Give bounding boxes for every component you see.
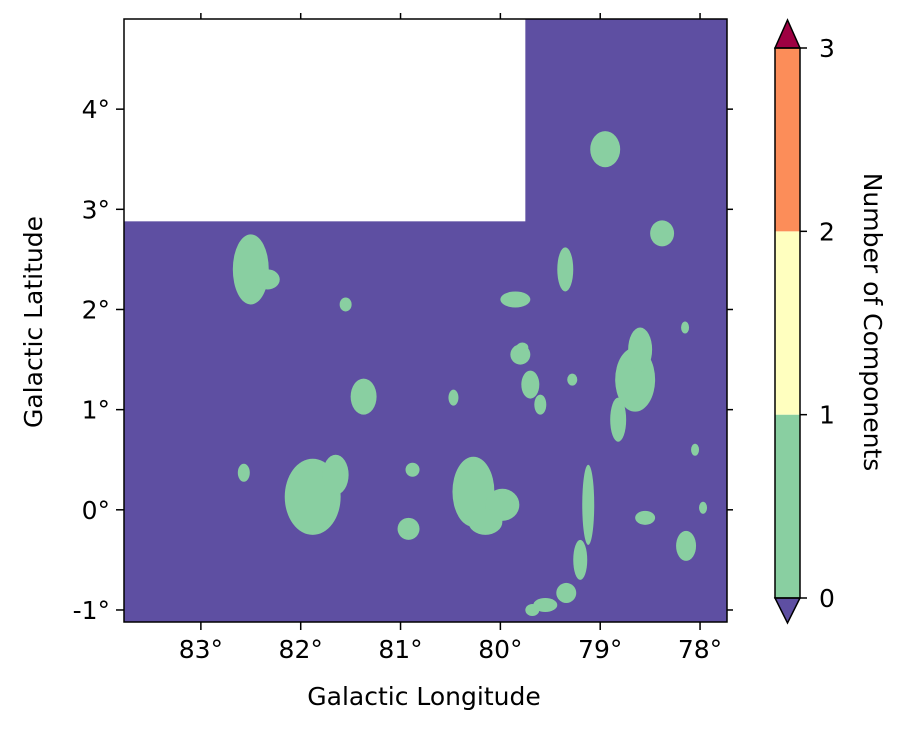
component-region: [534, 394, 547, 415]
x-tick-label: 81°: [378, 635, 422, 664]
no-data-region: [124, 19, 526, 222]
component-region: [521, 370, 540, 399]
component-region: [676, 530, 697, 561]
colorbar-tick-label: 3: [819, 34, 835, 63]
x-tick-label: 78°: [678, 635, 722, 664]
colorbar-bin: [775, 48, 800, 232]
component-region: [582, 464, 595, 545]
component-region: [339, 297, 352, 312]
component-region: [635, 510, 656, 525]
component-region: [397, 517, 420, 540]
component-region: [500, 291, 531, 308]
colorbar-label: Number of Components: [858, 173, 887, 472]
component-region: [691, 443, 700, 456]
colorbar-tick-label: 0: [819, 584, 835, 613]
colorbar-frame: [774, 47, 801, 599]
component-region: [516, 342, 529, 353]
plot-frame: [123, 18, 728, 623]
component-region: [557, 247, 574, 292]
component-region: [255, 269, 280, 290]
y-tick-label: 4°: [82, 95, 110, 124]
component-region: [350, 378, 377, 415]
colorbar-over-arrow: [773, 18, 802, 49]
axes: 83° 82° 81° 80° 79° 78° -1° 0° 1° 2° 3° 4°: [73, 13, 733, 664]
colorbar-under-arrow: [773, 597, 802, 625]
colorbar-bin: [775, 231, 800, 415]
component-region: [628, 327, 653, 372]
component-region: [681, 321, 690, 334]
plot-area: [124, 19, 727, 622]
component-region: [322, 454, 349, 495]
component-region: [650, 220, 675, 247]
component-region: [468, 508, 503, 535]
component-region: [699, 501, 708, 514]
x-tick-label: 79°: [578, 635, 622, 664]
y-tick-label: 1°: [82, 396, 110, 425]
component-region: [525, 603, 540, 616]
y-tick-label: 0°: [82, 496, 110, 525]
y-tick-label: 3°: [82, 195, 110, 224]
colorbar-bin: [775, 414, 800, 598]
colorbar-tick-label: 2: [819, 217, 835, 246]
component-region: [590, 131, 621, 168]
colorbar: 0 1 2 3: [773, 18, 835, 625]
x-tick-label: 82°: [279, 635, 323, 664]
x-tick-label: 83°: [179, 635, 223, 664]
component-region: [567, 373, 578, 386]
component-region: [237, 463, 250, 482]
component-region: [610, 397, 627, 442]
y-axis-label: Galactic Latitude: [19, 216, 48, 428]
x-tick-label: 80°: [478, 635, 522, 664]
component-region: [232, 234, 269, 305]
x-axis-label: Galactic Longitude: [307, 682, 540, 711]
component-region: [556, 582, 577, 603]
component-region: [533, 597, 558, 612]
y-tick-label: -1°: [73, 596, 110, 625]
colorbar-tick-label: 1: [819, 401, 835, 430]
y-tick-label: 2°: [82, 295, 110, 324]
component-region: [448, 389, 459, 406]
component-region: [405, 462, 420, 477]
component-region: [573, 539, 588, 580]
